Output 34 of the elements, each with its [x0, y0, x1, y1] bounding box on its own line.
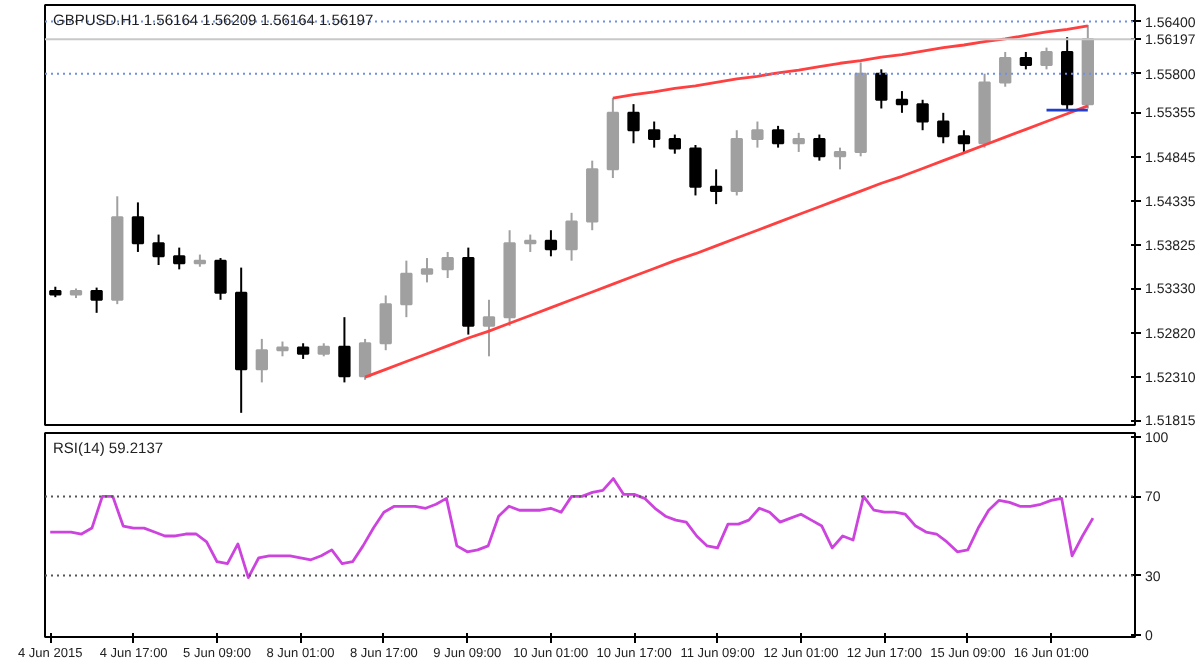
candlestick [379, 294, 392, 352]
candlestick [441, 250, 454, 280]
candlestick [173, 246, 186, 271]
candlestick [90, 286, 103, 314]
candlestick [957, 129, 971, 155]
candlestick [214, 257, 227, 301]
line-series [48, 477, 1095, 579]
candlestick [482, 298, 496, 358]
candlestick [689, 144, 702, 197]
candlestick [544, 229, 558, 258]
candlestick [255, 337, 268, 384]
candlestick [338, 316, 351, 384]
candlestick [792, 131, 805, 153]
candlestick [420, 257, 434, 284]
candlestick [648, 120, 661, 149]
candlestick [358, 337, 372, 381]
candlestick [131, 201, 145, 253]
candlestick [875, 68, 888, 110]
candlestick [895, 90, 909, 114]
candlestick [751, 120, 764, 149]
candlestick [668, 133, 681, 155]
candlestick [709, 168, 723, 206]
candlestick [771, 124, 785, 149]
candlestick [916, 98, 929, 132]
candlestick [565, 211, 578, 262]
candlestick [627, 103, 640, 145]
candlestick [152, 233, 165, 266]
candlestick [999, 50, 1012, 88]
candlestick [400, 259, 413, 319]
candlestick [833, 146, 847, 171]
candlestick [937, 111, 950, 145]
candlestick [813, 133, 826, 162]
line-series [611, 24, 1090, 100]
candlestick [1040, 46, 1053, 71]
